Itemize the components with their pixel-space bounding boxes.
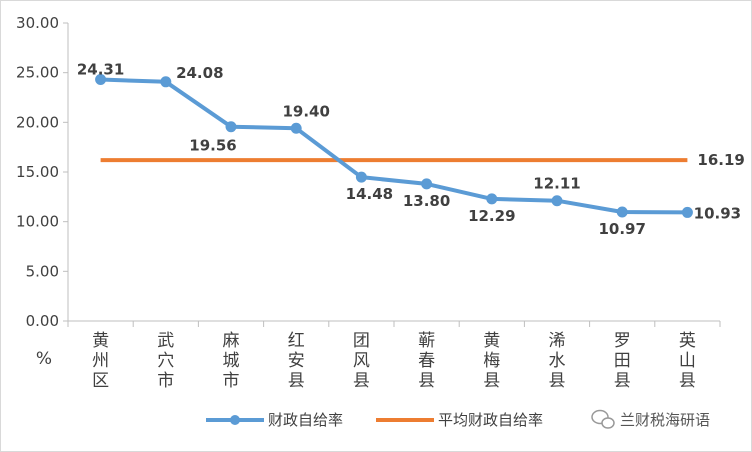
legend-label-fiscal-self-sufficiency: 财政自给率 [268, 411, 343, 429]
series-point [355, 171, 367, 183]
series-point [225, 121, 237, 133]
data-label: 12.11 [533, 175, 580, 193]
data-label: 14.48 [346, 185, 393, 203]
y-tick-label: 30.00 [16, 14, 59, 32]
data-label: 10.97 [598, 220, 645, 238]
data-label: 19.40 [282, 102, 329, 120]
series-point [95, 74, 107, 86]
data-label: 13.80 [403, 192, 450, 210]
series-point [160, 76, 172, 88]
y-tick-label: 10.00 [16, 213, 59, 231]
series-point [486, 193, 498, 205]
y-tick-label: 25.00 [16, 64, 59, 82]
data-label: 24.08 [176, 64, 223, 82]
x-tick-label: 红安县 [288, 331, 305, 391]
x-tick-label: 黄梅县 [483, 331, 500, 391]
x-tick-label: 浠水县 [549, 331, 566, 391]
x-tick-label: 团风县 [353, 331, 370, 391]
legend-label-average: 平均财政自给率 [438, 411, 543, 429]
data-label: 19.56 [189, 137, 236, 155]
data-label: 24.31 [77, 61, 124, 79]
legend-marker [230, 415, 240, 425]
series-point [421, 178, 433, 190]
x-tick-label: 武穴市 [157, 331, 174, 391]
data-label: 12.29 [468, 207, 515, 225]
x-tick-label: 蕲春县 [418, 331, 435, 391]
series-point [551, 195, 563, 207]
x-tick-label: 麻城市 [223, 331, 240, 391]
data-label: 10.93 [694, 204, 741, 222]
y-tick-label: 5.00 [26, 262, 59, 280]
x-tick-label: 黄州区 [92, 331, 109, 391]
series-point [681, 206, 693, 218]
y-tick-label: 20.00 [16, 113, 59, 131]
wechat-icon [591, 409, 615, 429]
series-point [616, 206, 628, 218]
y-tick-label: 0.00 [26, 312, 59, 330]
x-tick-label: 罗田县 [614, 331, 631, 391]
series-point [290, 122, 302, 134]
average-data-label: 16.19 [697, 151, 744, 169]
x-tick-label: 英山县 [679, 331, 696, 391]
watermark-text: 兰财税海研语 [620, 411, 710, 429]
series-line-fiscal-self-sufficiency [100, 77, 688, 215]
y-unit-label: % [36, 349, 52, 369]
y-tick-label: 15.00 [16, 163, 59, 181]
